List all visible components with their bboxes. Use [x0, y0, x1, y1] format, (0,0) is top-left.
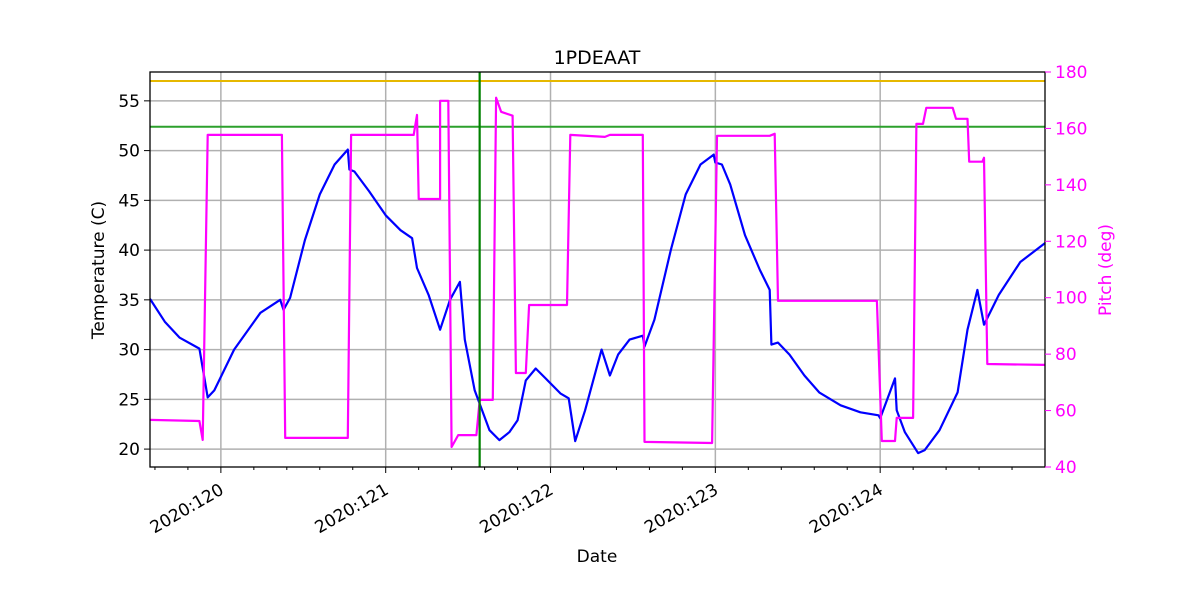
y-tick-label: 20: [118, 440, 140, 460]
y-tick-label: 55: [118, 92, 140, 112]
y2-tick-label: 100: [1055, 289, 1087, 309]
y-tick-label: 30: [118, 341, 140, 361]
x-tick-label: 2020:120: [147, 480, 228, 538]
y-tick-label: 35: [118, 291, 140, 311]
y-axis-label: Temperature (C): [89, 201, 109, 340]
x-tick-label: 2020:122: [476, 480, 557, 538]
x-tick-label: 2020:123: [641, 480, 722, 538]
temperature-series-line: [149, 148, 1046, 455]
series-lines: [149, 72, 1046, 467]
pitch-series-line: [149, 96, 1046, 449]
y-tick-label: 40: [118, 241, 140, 261]
y2-tick-label: 160: [1055, 119, 1087, 139]
y2-tick-label: 60: [1055, 402, 1077, 422]
y2-tick-label: 40: [1055, 458, 1077, 478]
y-tick-label: 50: [118, 142, 140, 162]
y-tick-label: 45: [118, 191, 140, 211]
x-tick-label: 2020:124: [806, 480, 887, 538]
y2-tick-label: 180: [1055, 63, 1087, 83]
x-tick-label: 2020:121: [312, 480, 393, 538]
x-axis-label: Date: [577, 547, 618, 567]
y2-axis-label: Pitch (deg): [1096, 224, 1116, 316]
y2-tick-label: 120: [1055, 232, 1087, 252]
plot-frame: [149, 71, 1046, 468]
y2-tick-label: 80: [1055, 345, 1077, 365]
grid: [150, 72, 1045, 467]
y2-tick-label: 140: [1055, 176, 1087, 196]
y-tick-label: 25: [118, 390, 140, 410]
chart-title: 1PDEAAT: [554, 47, 641, 69]
